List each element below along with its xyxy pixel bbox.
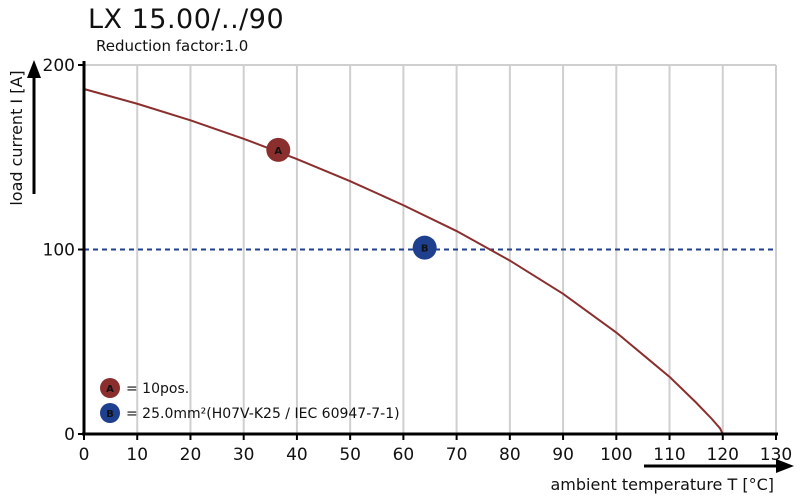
legend-text: = 10pos. — [126, 381, 189, 397]
x-tick-label: 120 — [707, 445, 739, 465]
y-tick-label: 200 — [43, 56, 75, 76]
chart-title: LX 15.00/../90 — [88, 4, 285, 35]
x-tick-label: 70 — [446, 445, 468, 465]
x-tick-label: 130 — [760, 445, 792, 465]
x-tick-label: 110 — [653, 445, 685, 465]
x-tick-label: 10 — [126, 445, 148, 465]
marker-b-label: B — [421, 244, 429, 255]
chart-subtitle: Reduction factor:1.0 — [96, 37, 249, 55]
legend-text: = 25.0mm²(H07V-K25 / IEC 60947-7-1) — [126, 406, 400, 422]
y-axis-label: load current I [A] — [7, 70, 26, 205]
x-tick-label: 80 — [499, 445, 521, 465]
legend-marker-b — [100, 403, 120, 423]
x-tick-label: 40 — [286, 445, 308, 465]
series-line-A — [83, 88, 724, 435]
x-axis-label: ambient temperature T [°C] — [550, 475, 774, 494]
y-tick-label: 0 — [64, 425, 75, 445]
x-tick-label: 30 — [233, 445, 255, 465]
x-tick-label: 50 — [339, 445, 361, 465]
x-tick-label: 0 — [79, 445, 90, 465]
y-axis-arrow-head — [27, 60, 41, 78]
marker-a-label: A — [274, 146, 282, 157]
legend-marker-a — [100, 378, 120, 398]
marker-b — [412, 235, 437, 260]
x-tick-label: 100 — [600, 445, 632, 465]
legend-marker-a-label: A — [106, 384, 114, 395]
x-tick-label: 20 — [180, 445, 202, 465]
x-tick-label: 90 — [552, 445, 574, 465]
x-axis-arrow-head — [776, 459, 794, 473]
x-tick-label: 60 — [393, 445, 415, 465]
marker-a — [266, 137, 291, 162]
legend-marker-b-label: B — [106, 409, 114, 420]
y-tick-label: 100 — [43, 241, 75, 261]
